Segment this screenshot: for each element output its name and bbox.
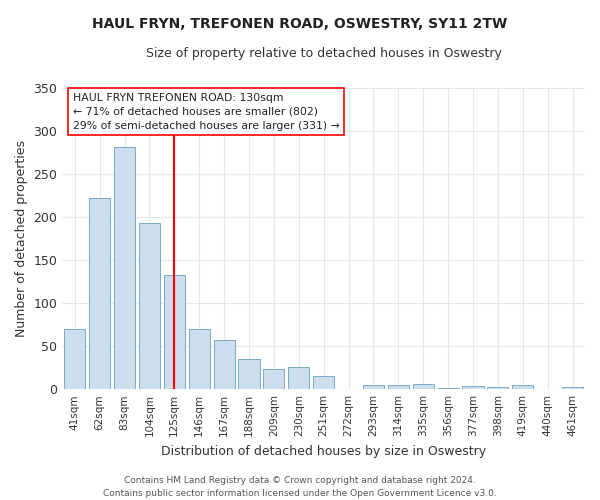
Bar [238,359,260,389]
Bar [214,340,235,389]
Bar [363,385,384,389]
Text: Contains HM Land Registry data © Crown copyright and database right 2024.
Contai: Contains HM Land Registry data © Crown c… [103,476,497,498]
X-axis label: Distribution of detached houses by size in Oswestry: Distribution of detached houses by size … [161,444,486,458]
Bar [114,148,135,389]
Text: HAUL FRYN, TREFONEN ROAD, OSWESTRY, SY11 2TW: HAUL FRYN, TREFONEN ROAD, OSWESTRY, SY11… [92,18,508,32]
Bar [288,367,310,389]
Text: HAUL FRYN TREFONEN ROAD: 130sqm
← 71% of detached houses are smaller (802)
29% o: HAUL FRYN TREFONEN ROAD: 130sqm ← 71% of… [73,92,340,130]
Bar [164,275,185,389]
Bar [437,388,458,389]
Bar [463,386,484,389]
Bar [263,370,284,389]
Bar [512,385,533,389]
Bar [139,223,160,389]
Bar [64,329,85,389]
Title: Size of property relative to detached houses in Oswestry: Size of property relative to detached ho… [146,48,502,60]
Bar [188,329,210,389]
Y-axis label: Number of detached properties: Number of detached properties [15,140,28,337]
Bar [313,376,334,389]
Bar [413,384,434,389]
Bar [487,386,508,389]
Bar [388,385,409,389]
Bar [562,386,583,389]
Bar [89,198,110,389]
